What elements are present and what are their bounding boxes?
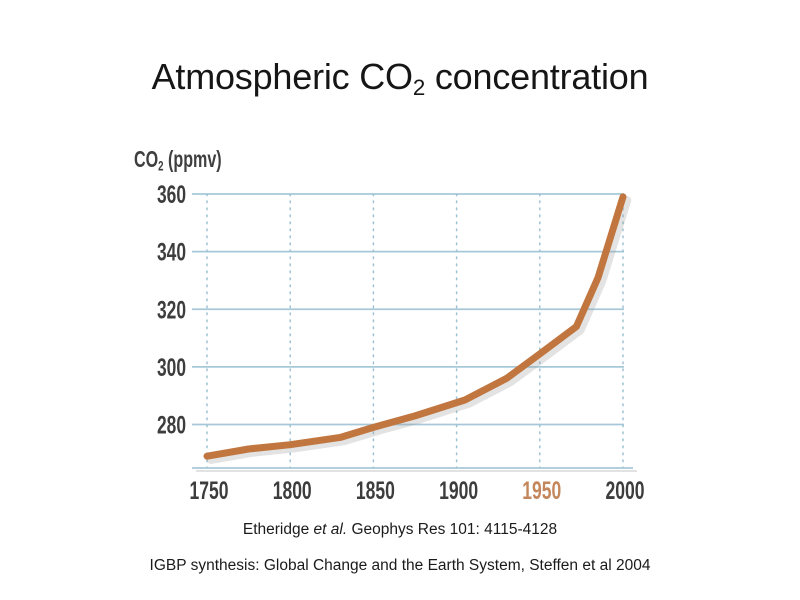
slide-title-subscript: 2 [412,75,426,101]
x-tick-label: 2000 [606,477,645,505]
slide-title-text: Atmospheric CO [151,56,413,97]
citation-author: Etheridge [242,521,314,538]
y-tick-label: 360 [157,181,186,209]
citation-etal: et al. [313,521,348,538]
y-tick-label: 320 [157,296,186,324]
y-axis-title: CO2 (ppmv) [134,148,222,173]
x-tick-label: 1850 [356,477,395,505]
y-axis-title-subscript: 2 [158,158,164,174]
slide-title-text-suffix: concentration [425,56,649,97]
citation-primary: Etheridge et al. Geophys Res 101: 4115-4… [0,521,800,540]
slide-title: Atmospheric CO2 concentration [0,57,800,101]
co2-curve [203,193,627,460]
x-tick-label: 1750 [190,477,229,505]
y-axis-title-text-suffix: (ppmv) [163,146,222,172]
y-axis-title-text: CO [134,146,159,172]
citation-secondary: IGBP synthesis: Global Change and the Ea… [149,557,651,574]
y-tick-label: 340 [157,239,186,267]
x-tick-label: 1900 [439,477,478,505]
co2-curve-shadow [206,196,632,464]
y-tick-label: 300 [157,354,186,382]
x-tick-label-highlighted: 1950 [522,477,561,505]
citation-journal: Geophys Res 101: 4115-4128 [347,521,558,538]
x-tick-label: 1800 [273,477,312,505]
y-tick-label: 280 [157,412,186,440]
